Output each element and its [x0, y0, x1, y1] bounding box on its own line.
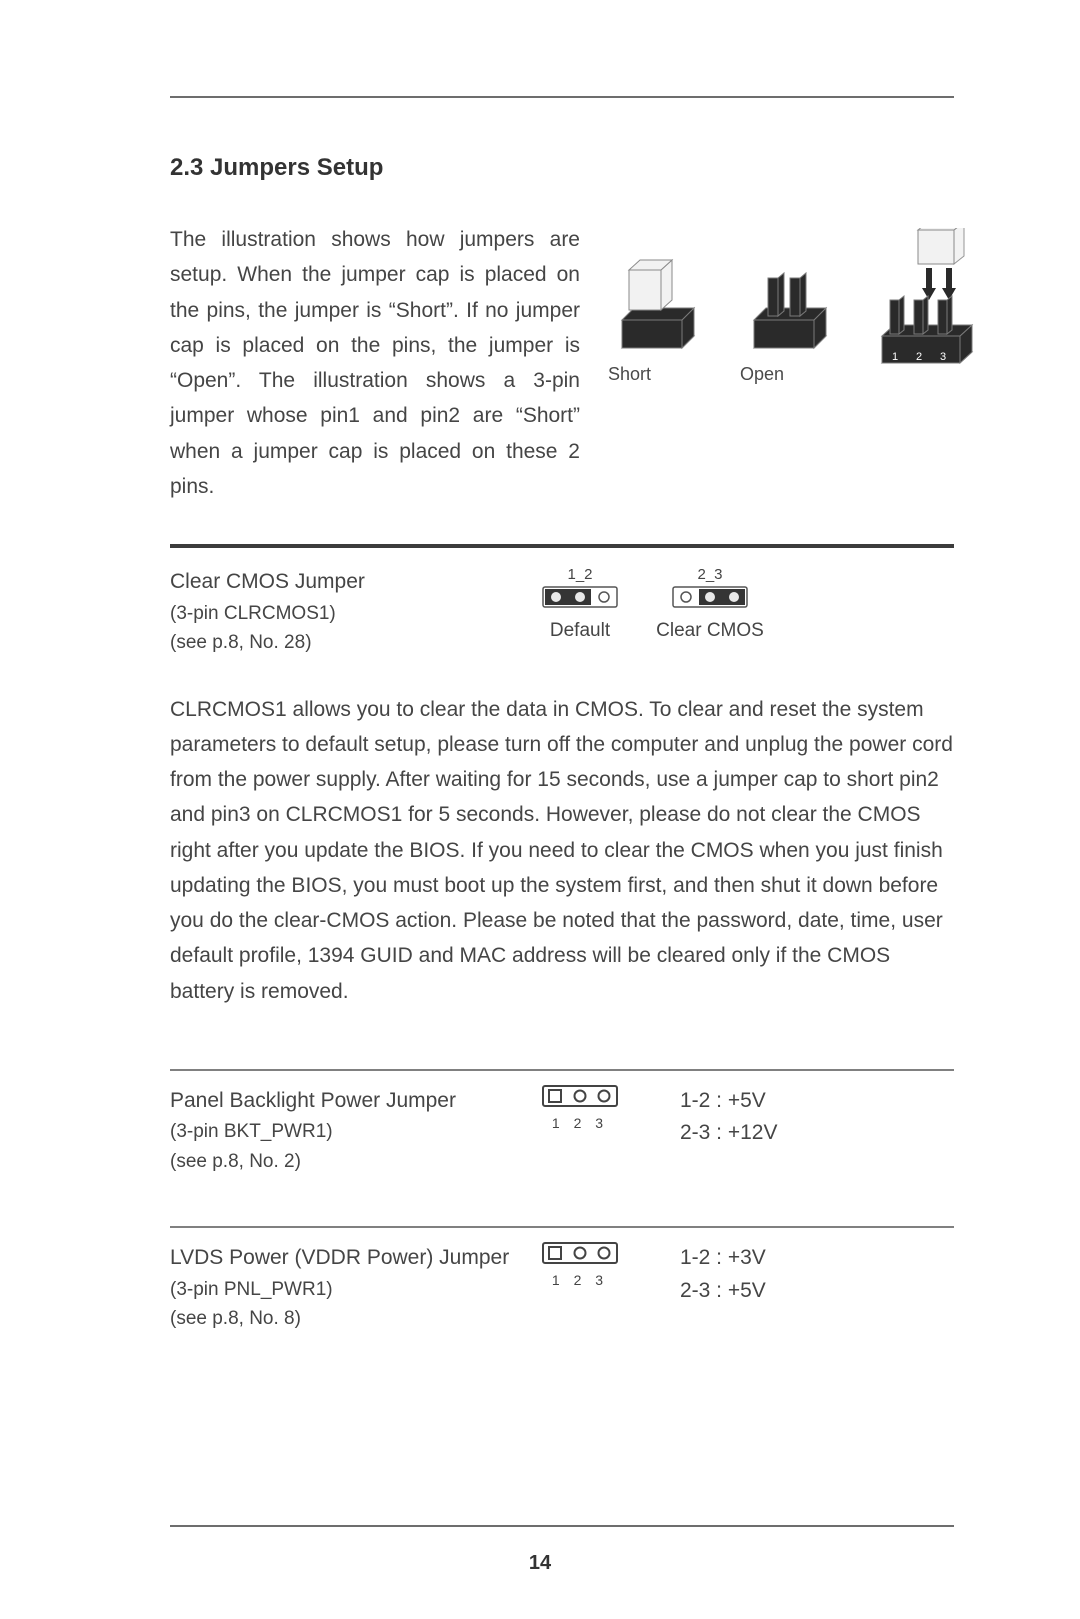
short-caption: Short	[604, 364, 714, 385]
clear-cmos-clear: 2_3 Clear CMOS	[640, 566, 780, 642]
jumper1-sub2: (see p.8, No. 28)	[170, 628, 520, 657]
clrcmos-description: CLRCMOS1 allows you to clear the data in…	[170, 692, 954, 1009]
pnl-pwr-label: LVDS Power (VDDR Power) Jumper (3-pin PN…	[170, 1242, 520, 1333]
jumper-place-icon: 1 2 3	[868, 228, 978, 373]
thick-rule-1	[170, 544, 954, 548]
svg-text:2: 2	[916, 351, 922, 363]
pnl-opt1: 1-2 : +3V	[680, 1242, 954, 1275]
pnl-pwr-pin-nums: 1 2 3	[520, 1272, 640, 1288]
jumper3-name: LVDS Power (VDDR Power) Jumper	[170, 1242, 520, 1275]
clear-cmos-label: Clear CMOS Jumper (3-pin CLRCMOS1) (see …	[170, 566, 520, 657]
pnl-pwr-options: 1-2 : +3V 2-3 : +5V	[640, 1242, 954, 1307]
jumper-open-icon	[744, 228, 839, 358]
clear-cmos-default: 1_2 Default	[520, 566, 640, 642]
section-title: 2.3 Jumpers Setup	[170, 154, 954, 182]
bkt-opt2: 2-3 : +12V	[680, 1117, 954, 1150]
open-caption: Open	[736, 364, 846, 385]
thin-rule-3	[170, 1226, 954, 1228]
default-bottom-label: Default	[520, 620, 640, 642]
bkt-pwr-row: Panel Backlight Power Jumper (3-pin BKT_…	[170, 1085, 954, 1176]
clear-cmos-row: Clear CMOS Jumper (3-pin CLRCMOS1) (see …	[170, 566, 954, 657]
clear-bottom-label: Clear CMOS	[640, 620, 780, 642]
pins-default-icon	[542, 585, 618, 609]
jumper2-sub2: (see p.8, No. 2)	[170, 1147, 520, 1176]
bkt-pwr-options: 1-2 : +5V 2-3 : +12V	[640, 1085, 954, 1150]
bkt-pwr-label: Panel Backlight Power Jumper (3-pin BKT_…	[170, 1085, 520, 1176]
bkt-pwr-pins: 1 2 3	[520, 1085, 640, 1131]
intro-text: The illustration shows how jumpers are s…	[170, 222, 580, 504]
intro-row: The illustration shows how jumpers are s…	[170, 222, 954, 504]
jumper1-name: Clear CMOS Jumper	[170, 566, 520, 599]
jumper-short-figure: Short	[604, 228, 714, 385]
svg-text:3: 3	[940, 351, 946, 363]
intro-figures: Short	[604, 222, 978, 504]
thin-rule-2	[170, 1069, 954, 1071]
clear-top-label: 2_3	[640, 566, 780, 583]
pins-123-icon	[542, 1085, 618, 1107]
default-top-label: 1_2	[520, 566, 640, 583]
pins-clear-icon	[672, 585, 748, 609]
pnl-opt2: 2-3 : +5V	[680, 1275, 954, 1308]
pins-123-icon	[542, 1242, 618, 1264]
jumper2-name: Panel Backlight Power Jumper	[170, 1085, 520, 1118]
top-rule	[170, 96, 954, 98]
jumper2-sub1: (3-pin BKT_PWR1)	[170, 1117, 520, 1146]
jumper-short-icon	[612, 228, 707, 358]
jumper1-sub1: (3-pin CLRCMOS1)	[170, 599, 520, 628]
page: 2.3 Jumpers Setup The illustration shows…	[0, 0, 1080, 1619]
bkt-opt1: 1-2 : +5V	[680, 1085, 954, 1118]
bkt-pwr-pin-nums: 1 2 3	[520, 1115, 640, 1131]
jumper-place-figure: 1 2 3	[868, 228, 978, 373]
svg-text:1: 1	[892, 351, 898, 363]
jumper3-sub1: (3-pin PNL_PWR1)	[170, 1275, 520, 1304]
pnl-pwr-pins: 1 2 3	[520, 1242, 640, 1288]
jumper3-sub2: (see p.8, No. 8)	[170, 1304, 520, 1333]
bottom-rule	[170, 1525, 954, 1527]
pnl-pwr-row: LVDS Power (VDDR Power) Jumper (3-pin PN…	[170, 1242, 954, 1333]
page-number: 14	[0, 1552, 1080, 1575]
jumper-open-figure: Open	[736, 228, 846, 385]
